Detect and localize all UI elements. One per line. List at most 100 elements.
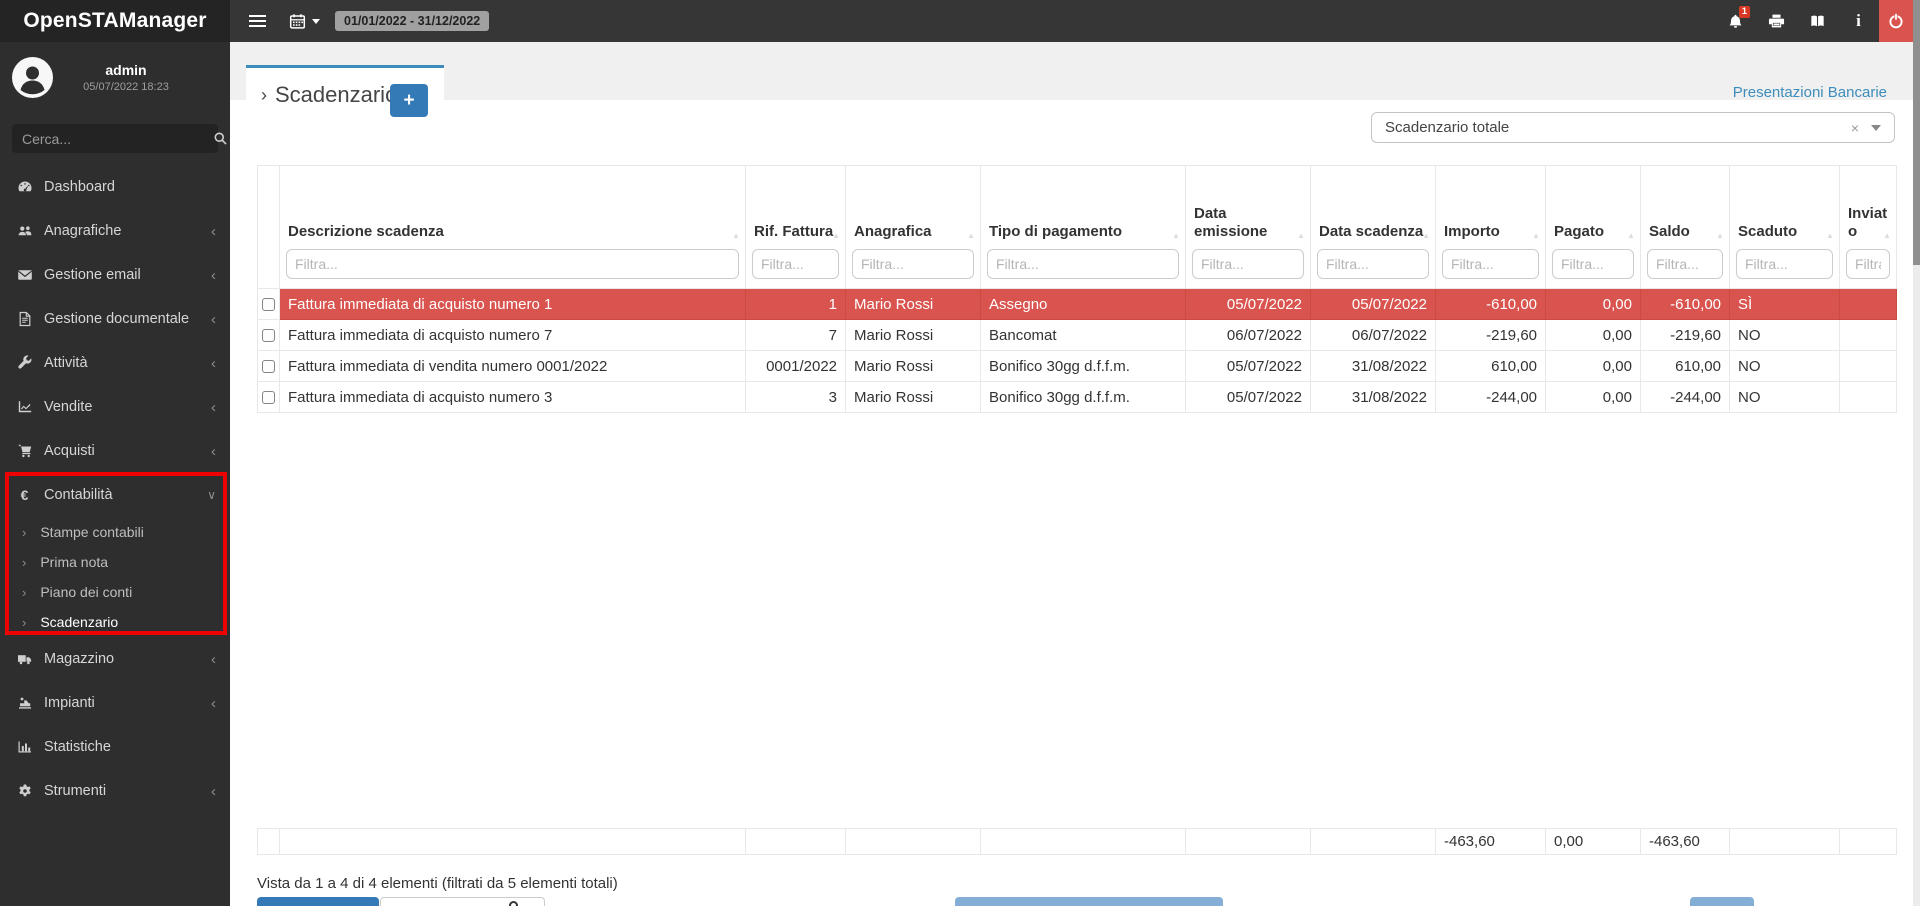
table-row[interactable]: Fattura immediata di acquisto numero 7 7… <box>257 319 1897 351</box>
sort-arrow-icon: ▲ <box>1627 231 1635 240</box>
bottom-right-button[interactable] <box>1690 897 1754 906</box>
filter-input-tipo-pagamento[interactable] <box>987 249 1179 279</box>
filter-input-scaduto[interactable] <box>1736 249 1833 279</box>
calendar-button[interactable] <box>289 13 320 30</box>
scadenzario-filter-select[interactable]: Scadenzario totale × <box>1371 112 1895 143</box>
sidebar-item-label: Attività <box>44 355 88 371</box>
sidebar-subitem-scadenzario[interactable]: › Scadenzario <box>0 607 230 637</box>
presentazioni-bancarie-link[interactable]: Presentazioni Bancarie <box>1732 84 1887 101</box>
column-header-tipo-pagamento[interactable]: Tipo di pagamento ▲ <box>980 165 1186 289</box>
search-icon[interactable] <box>213 131 228 146</box>
footer-total-importo: -463,60 <box>1435 828 1546 855</box>
column-header-anagrafica[interactable]: Anagrafica ▲ <box>845 165 981 289</box>
row-checkbox[interactable] <box>262 360 275 374</box>
table-row[interactable]: Fattura immediata di acquisto numero 3 3… <box>257 381 1897 413</box>
column-header-rif-fattura[interactable]: Rif. Fattura ▲ <box>745 165 846 289</box>
cell-data-emissione: 05/07/2022 <box>1185 288 1311 320</box>
filter-input-importo[interactable] <box>1442 249 1539 279</box>
info-button[interactable]: i <box>1838 0 1879 42</box>
column-header-importo[interactable]: Importo ▲ <box>1435 165 1546 289</box>
sidebar-item-label: Impianti <box>44 695 95 711</box>
page-title: › Scadenzario <box>261 82 398 107</box>
chevron-left-icon: ‹ <box>211 222 216 240</box>
sidebar-subitem-stampe-contabili[interactable]: › Stampe contabili <box>0 517 230 547</box>
sidebar-item-label: Contabilità <box>44 487 113 503</box>
row-checkbox[interactable] <box>262 298 275 312</box>
filter-input-data-emissione[interactable] <box>1192 249 1304 279</box>
bottom-left-primary-button[interactable] <box>257 897 379 906</box>
sidebar-subitem-piano-dei-conti[interactable]: Piano dei conti › Piano dei conti <box>0 577 230 607</box>
filter-input-descrizione[interactable] <box>286 249 739 279</box>
filter-input-rif-fattura[interactable] <box>752 249 839 279</box>
sidebar-item-attivita[interactable]: Attività ‹ <box>0 341 230 385</box>
print-button[interactable] <box>1756 0 1797 42</box>
sidebar-item-contabilita[interactable]: € Contabilità ∨ <box>0 473 230 517</box>
cell-saldo: -610,00 <box>1640 288 1730 320</box>
cell-data-emissione: 05/07/2022 <box>1185 350 1311 382</box>
cell-pagato: 0,00 <box>1545 350 1641 382</box>
column-header-inviato[interactable]: Inviato ▲ <box>1839 165 1897 289</box>
sidebar-item-impianti[interactable]: Impianti ‹ <box>0 681 230 725</box>
filter-input-saldo[interactable] <box>1647 249 1723 279</box>
scadenze-table: Descrizione scadenza▲ Rif. Fattura▲ Anag… <box>257 165 1897 413</box>
sidebar-item-label: Strumenti <box>44 783 107 799</box>
cell-inviato <box>1839 319 1897 351</box>
sidebar-item-gestione-email[interactable]: Gestione email ‹ <box>0 253 230 297</box>
search-input[interactable] <box>12 130 213 147</box>
sidebar-item-label: Magazzino <box>44 651 115 667</box>
logout-button[interactable] <box>1879 0 1913 42</box>
chevron-right-icon: › <box>22 554 27 570</box>
notifications-button[interactable]: 1 <box>1715 0 1756 42</box>
add-button[interactable]: + <box>390 84 428 117</box>
cell-inviato <box>1839 288 1897 320</box>
column-header-data-scadenza[interactable]: Data scadenza ▲ <box>1310 165 1436 289</box>
pagination-bar[interactable] <box>955 897 1223 906</box>
scrollbar[interactable] <box>1913 0 1920 906</box>
row-checkbox[interactable] <box>262 391 275 405</box>
column-header-scaduto[interactable]: Scaduto ▲ <box>1729 165 1840 289</box>
sidebar-subitem-prima-nota[interactable]: › Prima nota <box>0 547 230 577</box>
dashboard-icon <box>16 179 33 195</box>
cell-tipo-pagamento: Bonifico 30gg d.f.f.m. <box>980 381 1186 413</box>
filter-input-inviato[interactable] <box>1846 249 1890 279</box>
cell-inviato <box>1839 381 1897 413</box>
hamburger-menu-button[interactable] <box>249 12 271 30</box>
filter-input-pagato[interactable] <box>1552 249 1634 279</box>
manual-button[interactable] <box>1797 0 1838 42</box>
bottom-left-secondary-button[interactable] <box>380 897 545 906</box>
sidebar-item-statistiche[interactable]: Statistiche <box>0 725 230 769</box>
filter-input-anagrafica[interactable] <box>852 249 974 279</box>
users-icon <box>16 223 33 239</box>
footer-cell <box>980 828 1186 855</box>
cell-saldo: -219,60 <box>1640 319 1730 351</box>
cell-saldo: 610,00 <box>1640 350 1730 382</box>
column-header-saldo[interactable]: Saldo ▲ <box>1640 165 1730 289</box>
filter-input-data-scadenza[interactable] <box>1317 249 1429 279</box>
clear-icon[interactable]: × <box>1850 119 1859 136</box>
user-icon <box>13 58 52 96</box>
table-row[interactable]: Fattura immediata di vendita numero 0001… <box>257 350 1897 382</box>
sidebar-item-acquisti[interactable]: Acquisti ‹ <box>0 429 230 473</box>
table-row[interactable]: Fattura immediata di acquisto numero 1 1… <box>257 288 1897 320</box>
sidebar-item-strumenti[interactable]: Strumenti ‹ <box>0 769 230 813</box>
sidebar-item-dashboard[interactable]: Dashboard <box>0 165 230 209</box>
scrollbar-thumb[interactable] <box>1913 0 1920 265</box>
sort-arrow-icon: ▲ <box>1883 231 1891 240</box>
sidebar-item-vendite[interactable]: Vendite ‹ <box>0 385 230 429</box>
sidebar-item-magazzino[interactable]: Magazzino ‹ <box>0 637 230 681</box>
column-header-pagato[interactable]: Pagato ▲ <box>1545 165 1641 289</box>
app-logo[interactable]: OpenSTAManager <box>0 0 230 42</box>
caret-down-icon[interactable] <box>1871 124 1881 131</box>
sidebar-item-anagrafiche[interactable]: Anagrafiche ‹ <box>0 209 230 253</box>
table-header-row: Descrizione scadenza▲ Rif. Fattura▲ Anag… <box>257 165 1897 289</box>
sidebar-search <box>12 124 227 153</box>
column-header-data-emissione[interactable]: Data emissione ▲ <box>1185 165 1311 289</box>
row-checkbox[interactable] <box>262 329 275 343</box>
tab-strip <box>230 42 1920 100</box>
user-panel: admin 05/07/2022 18:23 <box>0 48 230 106</box>
column-header-descrizione[interactable]: Descrizione scadenza ▲ <box>279 165 746 289</box>
sidebar-item-gestione-documentale[interactable]: Gestione documentale ‹ <box>0 297 230 341</box>
footer-cell <box>257 828 280 855</box>
sort-arrow-icon: ▲ <box>967 231 975 240</box>
cell-pagato: 0,00 <box>1545 381 1641 413</box>
